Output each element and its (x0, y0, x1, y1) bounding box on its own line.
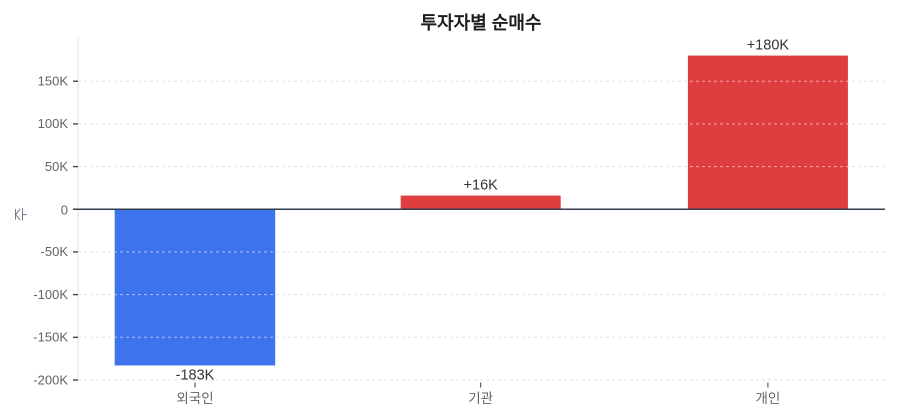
svg-text:+16K: +16K (464, 178, 499, 194)
svg-text:-50K: -50K (41, 244, 69, 259)
svg-text:-183K: -183K (176, 368, 215, 384)
svg-text:-200K: -200K (33, 372, 68, 387)
svg-text:-100K: -100K (33, 287, 68, 302)
svg-text:외국인: 외국인 (176, 391, 213, 406)
svg-text:+180K: +180K (747, 38, 790, 54)
svg-text:개인: 개인 (755, 391, 780, 406)
svg-text:기관: 기관 (468, 391, 493, 406)
svg-text:0: 0 (61, 203, 68, 218)
svg-text:50K: 50K (45, 159, 68, 174)
svg-text:-150K: -150K (33, 330, 68, 345)
svg-text:150K: 150K (38, 74, 69, 89)
svg-text:100K: 100K (38, 116, 69, 131)
